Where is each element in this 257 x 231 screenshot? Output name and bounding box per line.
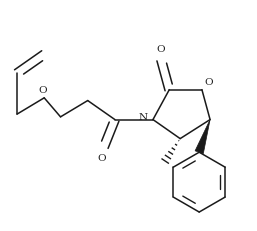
Text: N: N (139, 113, 148, 122)
Text: O: O (205, 78, 213, 87)
Text: O: O (97, 154, 106, 163)
Text: O: O (157, 45, 166, 54)
Polygon shape (195, 120, 210, 154)
Text: O: O (39, 86, 47, 95)
